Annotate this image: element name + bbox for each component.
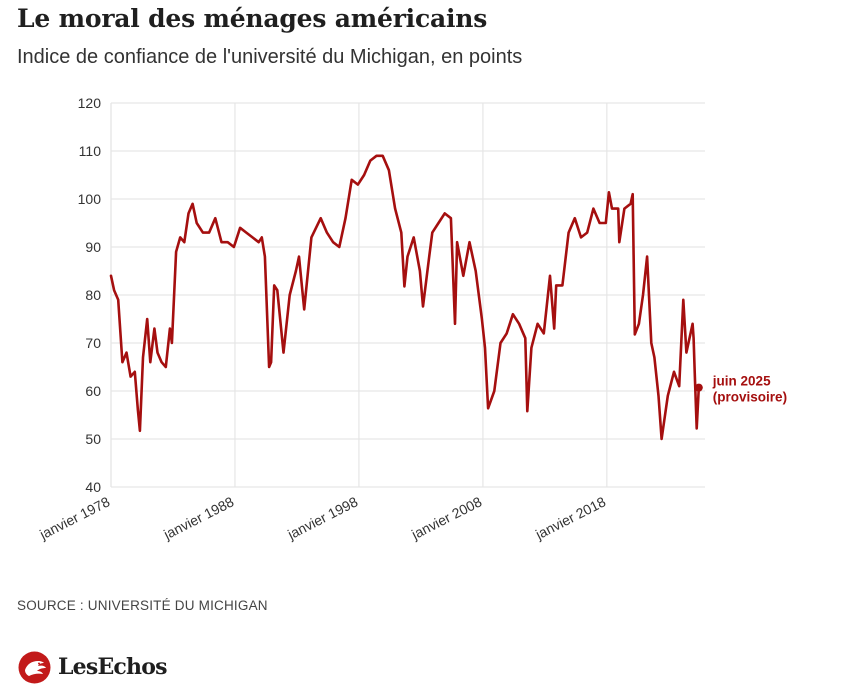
chart-title: Le moral des ménages américains (17, 4, 488, 33)
y-tick-label: 120 (78, 95, 102, 111)
annotation-sublabel: (provisoire) (713, 390, 787, 405)
x-axis-ticks: janvier 1978 janvier 1988 janvier 1998 janv… (36, 493, 608, 542)
x-tick-label: janvier 1978 (36, 493, 112, 542)
grid (110, 102, 705, 488)
y-tick-label: 90 (85, 239, 101, 255)
x-tick-label: janvier 1998 (284, 493, 360, 542)
brand-name: LesEchos (58, 654, 167, 680)
chart-subtitle: Indice de confiance de l'université du M… (17, 46, 523, 68)
series-layer (109, 154, 701, 441)
y-tick-label: 40 (85, 479, 101, 495)
y-tick-label: 70 (85, 335, 101, 351)
last-point-marker (694, 383, 703, 392)
les-echos-logo-icon (18, 651, 51, 683)
annotation: juin 2025(provisoire) (694, 374, 787, 405)
y-tick-label: 50 (85, 431, 101, 447)
y-tick-label: 80 (85, 287, 101, 303)
y-tick-label: 100 (78, 191, 102, 207)
brand: LesEchos (18, 650, 167, 684)
annotation-label: juin 2025 (712, 374, 771, 389)
x-tick-label: janvier 1988 (160, 493, 236, 542)
x-tick-label: janvier 2008 (408, 493, 484, 542)
series-line (109, 154, 701, 441)
y-tick-label: 60 (85, 383, 101, 399)
x-tick-label: janvier 2018 (532, 493, 608, 542)
source-note: SOURCE : UNIVERSITÉ DU MICHIGAN (17, 598, 268, 613)
y-axis-ticks: 40 50 60 70 80 90 100 110 120 (78, 95, 102, 495)
y-tick-label: 110 (79, 143, 102, 159)
